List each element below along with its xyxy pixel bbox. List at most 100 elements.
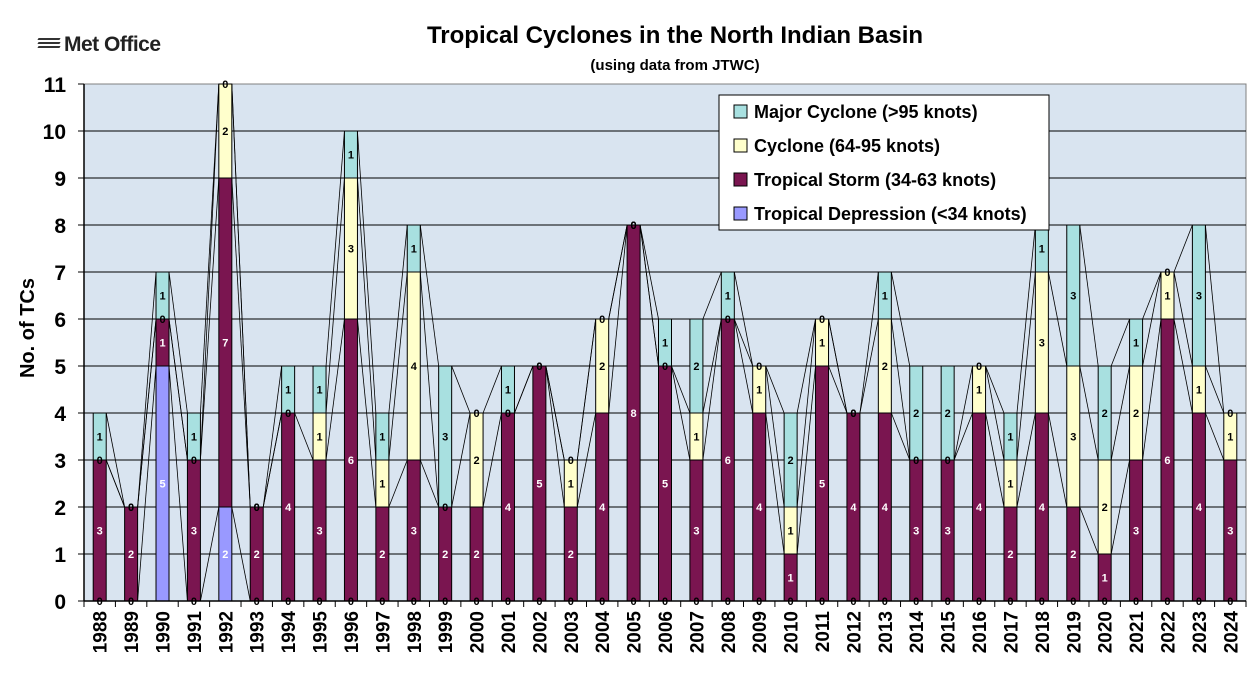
data-labels: 0 0 5 0 2 0 0 0 0 0 0 0 0 0 0 0 0 0 0 0 0 0 0 0 0 0 0 0 0 0 0 0 0 0 0 0 0 3 2 1… xyxy=(97,79,1234,608)
data-label: 1 xyxy=(1039,244,1045,256)
data-label: 0 xyxy=(316,596,322,608)
data-label: 7 xyxy=(222,338,228,350)
data-label: 0 xyxy=(254,596,260,608)
data-label: 1 xyxy=(379,479,385,491)
data-label: 2 xyxy=(945,408,951,420)
data-label: 2 xyxy=(379,549,385,561)
series-line xyxy=(671,365,691,461)
x-tick-label: 1989 xyxy=(122,611,143,653)
data-label: 0 xyxy=(568,455,574,467)
bar-segment xyxy=(500,365,515,414)
series-line xyxy=(1079,224,1099,367)
data-label: 0 xyxy=(1227,596,1233,608)
bar-segment xyxy=(1223,412,1238,461)
bar-segment xyxy=(1129,318,1144,367)
data-label: 3 xyxy=(1227,526,1233,538)
series-line xyxy=(137,365,157,602)
data-label: 2 xyxy=(442,549,448,561)
x-tick-label: 2021 xyxy=(1127,611,1148,654)
series-line xyxy=(200,83,220,414)
legend-swatch xyxy=(733,138,748,153)
x-tick-label: 2020 xyxy=(1096,611,1117,653)
data-label: 0 xyxy=(222,79,228,91)
data-label: 0 xyxy=(662,596,668,608)
bar-segment xyxy=(1191,224,1206,367)
bar-segment xyxy=(940,365,955,461)
data-label: 1 xyxy=(159,291,165,303)
data-label: 0 xyxy=(1227,408,1233,420)
data-label: 2 xyxy=(599,361,605,373)
data-label: 0 xyxy=(536,361,542,373)
x-tick-label: 1991 xyxy=(185,611,206,654)
series-line xyxy=(1016,224,1036,414)
chart-subtitle: (using data from JTWC) xyxy=(590,57,760,74)
data-label: 2 xyxy=(254,549,260,561)
legend-box xyxy=(718,94,1050,231)
data-label: 2 xyxy=(1133,408,1139,420)
series-line xyxy=(168,271,188,414)
data-label: 0 xyxy=(662,361,668,373)
data-label: 1 xyxy=(882,291,888,303)
x-tick-label: 2011 xyxy=(813,611,834,653)
data-label: 1 xyxy=(1133,338,1139,350)
series-line xyxy=(796,318,816,414)
series-line xyxy=(419,224,440,367)
y-tick-label: 8 xyxy=(54,215,66,238)
data-label: 0 xyxy=(819,314,825,326)
data-label: 0 xyxy=(1164,267,1170,279)
data-label: 0 xyxy=(474,408,480,420)
series-line xyxy=(608,224,628,320)
series-line xyxy=(985,365,1005,461)
data-label: 0 xyxy=(1164,596,1170,608)
x-tick-label: 2007 xyxy=(687,611,708,653)
x-tick-label: 2024 xyxy=(1221,611,1242,654)
data-label: 3 xyxy=(1196,291,1202,303)
data-label: 6 xyxy=(1164,455,1170,467)
y-tick-label: 1 xyxy=(54,544,66,567)
data-label: 0 xyxy=(128,502,134,514)
data-label: 0 xyxy=(1102,596,1108,608)
series-line xyxy=(828,318,848,414)
data-label: 1 xyxy=(788,573,794,585)
series-line xyxy=(796,365,816,555)
series-line xyxy=(639,224,659,320)
x-tick-label: 1990 xyxy=(154,611,175,653)
series-line xyxy=(765,365,785,508)
bar-segment xyxy=(877,271,892,320)
x-tick-label: 2023 xyxy=(1190,611,1211,653)
data-label: 6 xyxy=(725,455,731,467)
series-line xyxy=(608,224,628,414)
data-label: 1 xyxy=(756,385,762,397)
data-label: 0 xyxy=(379,596,385,608)
series-line xyxy=(168,318,188,461)
series-line xyxy=(671,365,691,414)
series-line xyxy=(1205,412,1225,461)
data-label: 3 xyxy=(97,526,103,538)
x-tick-label: 2012 xyxy=(844,611,865,653)
x-tick-label: 2005 xyxy=(625,611,646,654)
data-label: 2 xyxy=(1102,502,1108,514)
series-line xyxy=(890,412,911,461)
bar-segment xyxy=(720,271,735,320)
data-label: 0 xyxy=(536,596,542,608)
data-label: 0 xyxy=(599,596,605,608)
y-tick-label: 2 xyxy=(54,497,66,520)
data-label: 3 xyxy=(945,526,951,538)
data-label: 3 xyxy=(411,526,417,538)
data-label: 2 xyxy=(568,549,574,561)
data-label: 1 xyxy=(788,526,794,538)
series-line xyxy=(137,318,157,508)
data-label: 4 xyxy=(1196,502,1203,514)
x-tick-label: 2015 xyxy=(939,611,960,654)
series-line xyxy=(733,318,754,367)
data-label: 1 xyxy=(316,385,322,397)
data-label: 3 xyxy=(348,244,354,256)
series-line xyxy=(702,271,722,320)
data-label: 3 xyxy=(1039,338,1045,350)
data-label: 5 xyxy=(662,479,668,491)
data-label: 0 xyxy=(191,455,197,467)
data-label: 3 xyxy=(442,432,448,444)
series-line xyxy=(388,271,408,461)
data-label: 0 xyxy=(1070,596,1076,608)
series-line xyxy=(231,177,251,508)
